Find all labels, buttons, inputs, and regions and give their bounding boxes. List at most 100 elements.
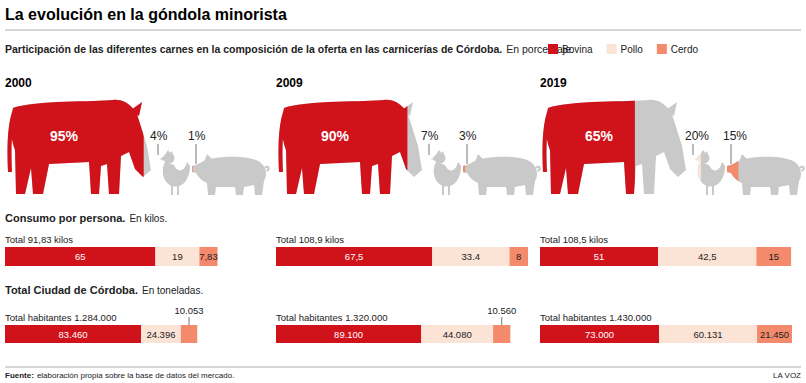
data-label: 89.100 bbox=[334, 329, 363, 340]
legend-swatch bbox=[548, 44, 558, 54]
animal bbox=[5, 88, 151, 196]
legend-label: Bovina bbox=[562, 44, 593, 55]
chart-title-line: Total Ciudad de Córdoba. En toneladas. bbox=[5, 284, 203, 296]
leader-line bbox=[189, 317, 190, 325]
chart-title: Participación de las diferentes carnes e… bbox=[5, 43, 502, 55]
category-label: Total 108,5 kilos bbox=[540, 234, 608, 245]
data-label: 42,5 bbox=[698, 251, 717, 262]
hen-leg bbox=[177, 185, 179, 195]
legend-label: Pollo bbox=[621, 44, 644, 55]
hen-leg bbox=[706, 185, 708, 195]
bar-segment bbox=[493, 325, 510, 343]
data-label: 7,83 bbox=[199, 251, 218, 262]
hen-comb bbox=[701, 150, 708, 154]
share-fill bbox=[695, 148, 701, 197]
bar-segment bbox=[181, 325, 197, 343]
leader-line bbox=[429, 144, 430, 155]
data-label: 19 bbox=[172, 251, 183, 262]
year-label: 2000 bbox=[5, 76, 32, 90]
animal bbox=[160, 148, 190, 197]
data-label: 15% bbox=[723, 129, 747, 143]
bar-segment bbox=[276, 325, 421, 343]
data-label: 44.080 bbox=[443, 329, 472, 340]
share-fill bbox=[431, 148, 433, 197]
leader-line bbox=[196, 144, 197, 164]
data-label: 4% bbox=[150, 129, 168, 143]
leader-line bbox=[693, 144, 694, 155]
bar-segment bbox=[658, 247, 756, 266]
data-label: 33.4 bbox=[462, 251, 481, 262]
data-label: 51 bbox=[594, 251, 605, 262]
animal bbox=[192, 151, 270, 197]
bar-segment bbox=[540, 325, 659, 343]
share-fill bbox=[5, 88, 144, 196]
bar-segment bbox=[199, 247, 217, 266]
bar-segment bbox=[141, 325, 181, 343]
data-label: 10.053 bbox=[174, 305, 203, 316]
footer-rule bbox=[5, 367, 801, 368]
data-label: 20% bbox=[685, 129, 709, 143]
chart-title-line: Participación de las diferentes carnes e… bbox=[5, 43, 574, 55]
data-label: 24.396 bbox=[146, 329, 175, 340]
chart-title: Total Ciudad de Córdoba. bbox=[5, 284, 138, 296]
title: La evolución en la góndola minorista bbox=[5, 6, 287, 23]
data-label: 1% bbox=[188, 129, 206, 143]
hen-comb bbox=[437, 150, 444, 154]
category-label: Total habitantes 1.284.000 bbox=[5, 312, 116, 323]
pig-body bbox=[192, 157, 266, 195]
pig-body bbox=[463, 157, 537, 195]
pig-ear bbox=[204, 154, 213, 162]
chart-title: Consumo por persona. bbox=[5, 212, 125, 224]
data-label: 10.560 bbox=[487, 305, 516, 316]
source-text: elaboración propia sobre la base de dato… bbox=[37, 371, 234, 380]
title-rule bbox=[5, 30, 801, 31]
data-label: 90% bbox=[321, 128, 350, 144]
pig-ear bbox=[475, 154, 484, 162]
leader-line bbox=[501, 317, 502, 325]
hen-comb bbox=[166, 150, 173, 154]
hen-leg bbox=[712, 185, 714, 195]
infographic: La evolución en la góndola minorista Part… bbox=[0, 0, 806, 383]
data-label: 7% bbox=[421, 129, 439, 143]
leader-line bbox=[467, 144, 468, 164]
animal bbox=[540, 88, 686, 196]
animal bbox=[727, 151, 805, 197]
bar-segment bbox=[757, 325, 792, 343]
bar-segment bbox=[509, 247, 528, 266]
legend-swatch bbox=[607, 44, 617, 54]
bar-segment bbox=[432, 247, 509, 266]
share-fill bbox=[463, 151, 465, 197]
share-fill bbox=[727, 151, 738, 197]
animal bbox=[463, 151, 541, 197]
share-fill bbox=[192, 151, 194, 197]
leader-line bbox=[158, 144, 159, 155]
data-label: 21.450 bbox=[760, 329, 789, 340]
source: Fuente:elaboración propia sobre la base … bbox=[5, 371, 234, 380]
cow-ear bbox=[666, 102, 677, 116]
chart-subtitle: En toneladas. bbox=[142, 285, 203, 296]
bar-segment bbox=[5, 247, 155, 266]
data-label: 95% bbox=[50, 128, 79, 144]
category-label: Total habitantes 1.430.000 bbox=[540, 312, 651, 323]
animal bbox=[276, 88, 422, 196]
bar-segment bbox=[5, 325, 141, 343]
chart-subtitle: En kilos. bbox=[129, 213, 167, 224]
hen-body bbox=[698, 162, 725, 187]
pig-ear bbox=[739, 154, 748, 162]
year-label: 2009 bbox=[276, 76, 303, 90]
bar-segment bbox=[756, 247, 791, 266]
data-label: 65 bbox=[75, 251, 86, 262]
category-label: Total habitantes 1.320.000 bbox=[276, 312, 387, 323]
data-label: 67,5 bbox=[345, 251, 364, 262]
share-fill bbox=[276, 88, 407, 196]
hen-beak bbox=[160, 156, 164, 161]
pig-tail bbox=[264, 166, 270, 172]
animal bbox=[695, 148, 725, 197]
leader-line bbox=[731, 144, 732, 164]
bar-segment bbox=[540, 247, 658, 266]
hen-leg bbox=[171, 185, 173, 195]
animal bbox=[431, 148, 461, 197]
bar-segment bbox=[155, 247, 199, 266]
bar-segment bbox=[421, 325, 493, 343]
legend-label: Cerdo bbox=[671, 44, 699, 55]
